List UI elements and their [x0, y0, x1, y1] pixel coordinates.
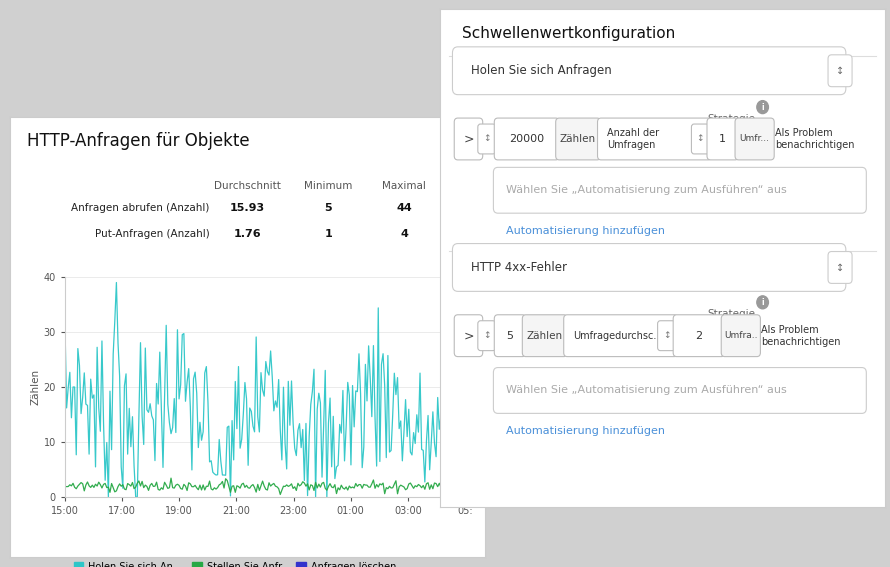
- FancyBboxPatch shape: [493, 367, 866, 413]
- Text: 1: 1: [324, 229, 332, 239]
- Text: >: >: [463, 329, 473, 342]
- FancyBboxPatch shape: [522, 315, 567, 357]
- Text: Schwellenwertkonfiguration: Schwellenwertkonfiguration: [462, 27, 676, 41]
- FancyBboxPatch shape: [494, 118, 559, 160]
- FancyBboxPatch shape: [478, 321, 496, 350]
- Text: Zählen: Zählen: [560, 134, 596, 144]
- Text: Strategie: Strategie: [707, 113, 755, 124]
- Text: 1: 1: [719, 134, 726, 144]
- FancyBboxPatch shape: [494, 315, 526, 357]
- Text: Umfra..: Umfra..: [724, 331, 757, 340]
- Text: benachrichtigen: benachrichtigen: [761, 337, 841, 346]
- Text: 2: 2: [695, 331, 702, 341]
- Y-axis label: Zählen: Zählen: [31, 369, 41, 405]
- FancyBboxPatch shape: [735, 118, 774, 160]
- FancyBboxPatch shape: [555, 118, 601, 160]
- Text: i: i: [761, 103, 764, 112]
- FancyBboxPatch shape: [721, 315, 760, 357]
- Text: ↕: ↕: [697, 134, 704, 143]
- FancyBboxPatch shape: [673, 315, 724, 357]
- Text: 1.76: 1.76: [234, 229, 262, 239]
- Text: ↕: ↕: [836, 66, 844, 76]
- Text: >: >: [463, 133, 473, 146]
- Legend: Holen Sie sich An..., Stellen Sie Anfr.., Anfragen löschen: Holen Sie sich An..., Stellen Sie Anfr..…: [69, 558, 400, 567]
- Text: HTTP 4xx-Fehler: HTTP 4xx-Fehler: [471, 261, 567, 274]
- Text: benachrichtigen: benachrichtigen: [774, 140, 854, 150]
- Text: Wählen Sie „Automatisierung zum Ausführen“ aus: Wählen Sie „Automatisierung zum Ausführe…: [506, 185, 787, 195]
- Circle shape: [756, 296, 768, 309]
- Text: 5: 5: [506, 331, 514, 341]
- Text: Wählen Sie „Automatisierung zum Ausführen“ aus: Wählen Sie „Automatisierung zum Ausführe…: [506, 386, 787, 395]
- FancyBboxPatch shape: [563, 315, 677, 357]
- Text: Umfr...: Umfr...: [740, 134, 770, 143]
- Text: Holen Sie sich Anfragen: Holen Sie sich Anfragen: [471, 64, 612, 77]
- FancyBboxPatch shape: [597, 118, 711, 160]
- FancyBboxPatch shape: [452, 47, 846, 95]
- Text: Put-Anfragen (Anzahl): Put-Anfragen (Anzahl): [94, 229, 209, 239]
- Text: Strategie: Strategie: [707, 309, 755, 319]
- Text: Als Problem: Als Problem: [761, 325, 819, 335]
- FancyBboxPatch shape: [454, 315, 482, 357]
- Text: i: i: [761, 298, 764, 307]
- Text: 15.93: 15.93: [230, 203, 265, 213]
- Text: Automatisierung hinzufügen: Automatisierung hinzufügen: [506, 226, 665, 236]
- FancyBboxPatch shape: [707, 118, 739, 160]
- Text: 5: 5: [325, 203, 332, 213]
- Text: Automatisierung hinzufügen: Automatisierung hinzufügen: [506, 426, 665, 436]
- Text: ↕: ↕: [483, 134, 490, 143]
- Text: 20000: 20000: [509, 134, 545, 144]
- FancyBboxPatch shape: [828, 252, 852, 284]
- FancyBboxPatch shape: [452, 244, 846, 291]
- Text: Minimum: Minimum: [304, 181, 352, 191]
- Text: HTTP-Anfragen für Objekte: HTTP-Anfragen für Objekte: [27, 133, 249, 150]
- FancyBboxPatch shape: [478, 124, 496, 154]
- Text: ↕: ↕: [483, 331, 490, 340]
- Text: Zählen: Zählen: [527, 331, 562, 341]
- Text: ↕: ↕: [663, 331, 670, 340]
- Text: 4: 4: [400, 229, 409, 239]
- Text: Anzahl der: Anzahl der: [607, 128, 659, 138]
- FancyBboxPatch shape: [454, 118, 482, 160]
- Text: Maximal: Maximal: [383, 181, 426, 191]
- Text: ↕: ↕: [836, 263, 844, 273]
- Text: 44: 44: [396, 203, 412, 213]
- FancyBboxPatch shape: [828, 55, 852, 87]
- Text: Anfragen abrufen (Anzahl): Anfragen abrufen (Anzahl): [71, 203, 209, 213]
- FancyBboxPatch shape: [658, 321, 676, 350]
- Text: Durchschnitt: Durchschnitt: [214, 181, 281, 191]
- FancyBboxPatch shape: [493, 167, 866, 213]
- FancyBboxPatch shape: [692, 124, 709, 154]
- Text: Als Problem: Als Problem: [774, 128, 832, 138]
- Text: Umfragedurchsc..: Umfragedurchsc..: [573, 331, 659, 341]
- Circle shape: [756, 100, 768, 113]
- Text: Umfragen: Umfragen: [607, 140, 655, 150]
